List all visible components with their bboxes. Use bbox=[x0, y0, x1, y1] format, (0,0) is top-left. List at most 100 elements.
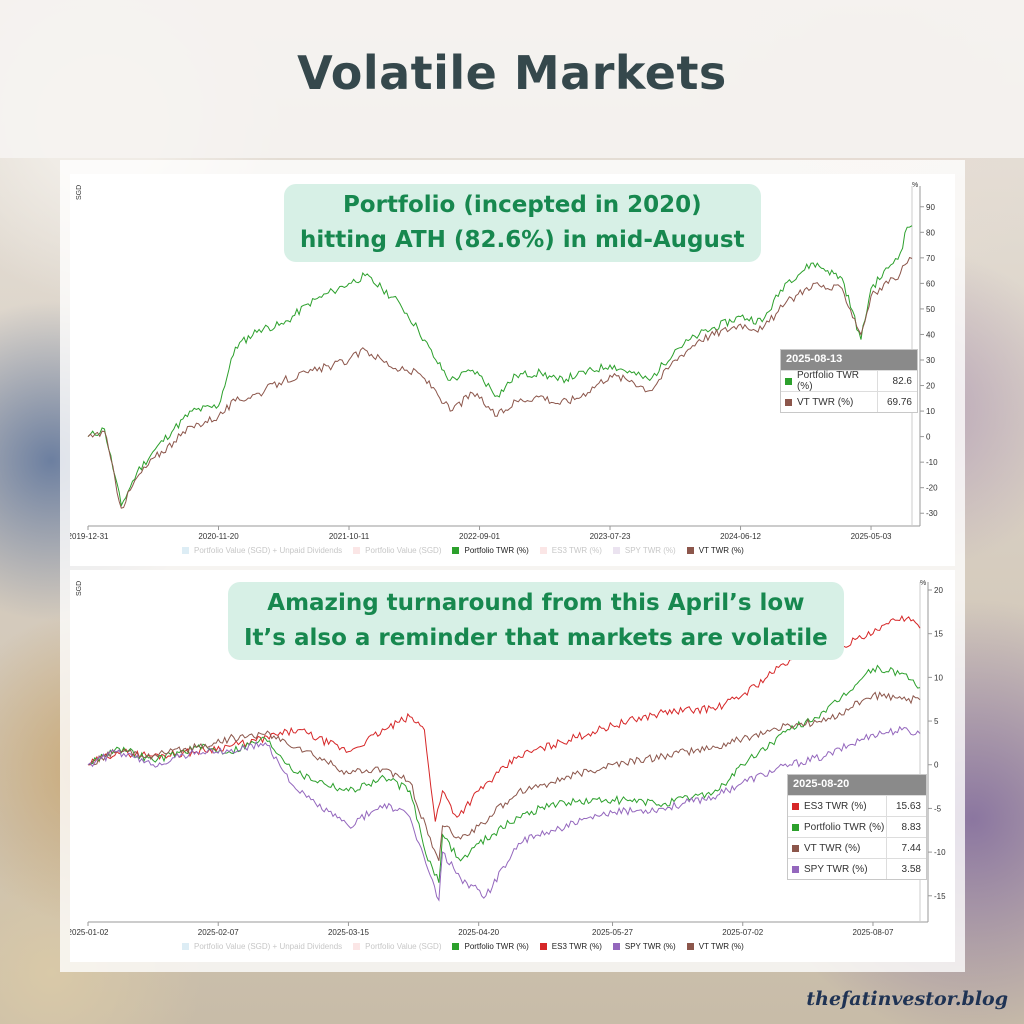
chart-2: -15 -10 -5 0 5 10 15 20 2025-01-02 2025-02-07 2025… bbox=[70, 570, 955, 962]
legend-item[interactable]: SPY TWR (%) bbox=[612, 546, 676, 555]
y-tick-label: -10 bbox=[926, 458, 938, 467]
legend-swatch bbox=[539, 547, 547, 554]
tooltip-series-name: VT TWR (%) bbox=[804, 842, 861, 854]
chart-1-tooltip: 2025-08-13 Portfolio TWR (%) 82.6 VT TWR… bbox=[780, 349, 918, 413]
legend-swatch bbox=[686, 547, 694, 554]
tooltip-series-value: 3.58 bbox=[901, 863, 921, 875]
y-tick-label: 15 bbox=[934, 630, 943, 639]
tooltip-row: Portfolio TWR (%) 8.83 bbox=[788, 816, 926, 837]
charts-panel: -30 -20 -10 0 10 20 30 40 50 60 70 80 90 2019-12-31 20… bbox=[60, 160, 965, 972]
y-tick-label: 80 bbox=[926, 228, 935, 237]
legend-item[interactable]: ES3 TWR (%) bbox=[539, 942, 602, 951]
legend-swatch bbox=[182, 943, 189, 950]
x-tick-label: 2025-05-03 bbox=[851, 532, 892, 541]
series-line-es3 bbox=[87, 615, 921, 822]
tooltip-row: VT TWR (%) 7.44 bbox=[788, 837, 926, 858]
legend-swatch bbox=[182, 547, 189, 554]
legend-label: ES3 TWR (%) bbox=[551, 942, 602, 951]
chart-2-left-unit: SGD bbox=[76, 580, 83, 596]
x-tick-label: 2025-05-27 bbox=[592, 928, 633, 937]
x-tick-label: 2020-11-20 bbox=[198, 532, 239, 541]
chart-1-callout-line-1: Portfolio (incepted in 2020) bbox=[342, 192, 702, 218]
y-tick-label: 90 bbox=[926, 203, 935, 212]
y-tick-label: 10 bbox=[926, 407, 935, 416]
legend-item[interactable]: SPY TWR (%) bbox=[612, 942, 676, 951]
legend-label: SPY TWR (%) bbox=[624, 942, 676, 951]
y-tick-label: 10 bbox=[934, 673, 943, 682]
chart-1-right-unit: % bbox=[912, 182, 919, 189]
series-line-spy bbox=[87, 725, 921, 902]
y-tick-label: -15 bbox=[934, 892, 946, 901]
legend-label: Portfolio TWR (%) bbox=[464, 546, 529, 555]
tooltip-series-name: Portfolio TWR (%) bbox=[796, 370, 860, 392]
tooltip-series-name: SPY TWR (%) bbox=[804, 863, 868, 875]
chart-2-legend: Portfolio Value (SGD) + Unpaid Dividends… bbox=[182, 942, 755, 951]
legend-swatch bbox=[353, 943, 361, 950]
series-line-vt bbox=[87, 256, 913, 509]
chart-2-tooltip: 2025-08-20 ES3 TWR (%) 15.63 Portfolio T… bbox=[787, 774, 927, 880]
y-tick-label: 20 bbox=[934, 586, 943, 595]
y-tick-label: 40 bbox=[926, 330, 935, 339]
x-tick-label: 2019-12-31 bbox=[70, 532, 109, 541]
legend-label: VT TWR (%) bbox=[698, 546, 744, 555]
tooltip-row: VT TWR (%) 69.76 bbox=[781, 391, 917, 412]
blog-watermark: thefatinvestor.blog bbox=[806, 988, 1008, 1010]
chart-2-tooltip-date: 2025-08-20 bbox=[788, 775, 926, 795]
legend-item[interactable]: Portfolio TWR (%) bbox=[452, 546, 529, 555]
y-tick-label: -5 bbox=[934, 804, 942, 813]
tooltip-series-name: Portfolio TWR (%) bbox=[804, 821, 885, 833]
chart-2-callout: Amazing turnaround from this April’s low… bbox=[228, 582, 844, 660]
legend-item[interactable]: Portfolio Value (SGD) + Unpaid Dividends bbox=[182, 546, 342, 555]
page-title: Volatile Markets bbox=[297, 46, 727, 100]
portfolio-swatch bbox=[792, 823, 799, 831]
y-tick-label: 30 bbox=[926, 356, 935, 365]
tooltip-series-value: 8.83 bbox=[901, 821, 921, 833]
x-tick-label: 2025-03-15 bbox=[328, 928, 369, 937]
legend-label: VT TWR (%) bbox=[698, 942, 744, 951]
y-tick-label: 0 bbox=[926, 433, 931, 442]
x-tick-label: 2025-08-07 bbox=[853, 928, 894, 937]
chart-2-callout-line-2: It’s also a reminder that markets are vo… bbox=[244, 625, 828, 651]
legend-swatch bbox=[452, 943, 460, 950]
legend-swatch bbox=[612, 547, 620, 554]
y-tick-label: -10 bbox=[934, 848, 946, 857]
legend-item[interactable]: Portfolio Value (SGD) bbox=[353, 546, 441, 555]
y-tick-label: 0 bbox=[934, 761, 939, 770]
x-tick-label: 2025-04-20 bbox=[458, 928, 499, 937]
legend-item[interactable]: VT TWR (%) bbox=[686, 942, 744, 951]
legend-swatch bbox=[686, 943, 694, 950]
chart-2-right-unit: % bbox=[920, 580, 927, 587]
legend-item[interactable]: VT TWR (%) bbox=[686, 546, 744, 555]
legend-label: Portfolio Value (SGD) bbox=[365, 546, 442, 555]
title-band bbox=[0, 0, 1024, 158]
series-line-vt bbox=[87, 691, 921, 861]
y-tick-label: 5 bbox=[934, 717, 939, 726]
legend-label: SPY TWR (%) bbox=[624, 546, 676, 555]
legend-label: Portfolio Value (SGD) bbox=[365, 942, 442, 951]
vt-swatch bbox=[785, 398, 792, 406]
legend-item[interactable]: ES3 TWR (%) bbox=[539, 546, 602, 555]
chart-2-svg: -15 -10 -5 0 5 10 15 20 2025-01-02 2025-02-07 2025… bbox=[70, 582, 946, 937]
chart-1-legend: Portfolio Value (SGD) + Unpaid Dividends… bbox=[182, 546, 755, 555]
legend-swatch bbox=[539, 943, 547, 950]
legend-item[interactable]: Portfolio Value (SGD) bbox=[353, 942, 441, 951]
y-tick-label: -30 bbox=[926, 509, 938, 518]
x-tick-label: 2025-02-07 bbox=[198, 928, 239, 937]
tooltip-row: SPY TWR (%) 3.58 bbox=[788, 858, 926, 879]
y-tick-label: 50 bbox=[926, 305, 935, 314]
y-tick-label: 60 bbox=[926, 279, 935, 288]
x-tick-label: 2024-06-12 bbox=[720, 532, 761, 541]
tooltip-series-value: 69.76 bbox=[886, 396, 912, 408]
legend-item[interactable]: Portfolio TWR (%) bbox=[452, 942, 529, 951]
tooltip-row: Portfolio TWR (%) 82.6 bbox=[781, 370, 917, 392]
series-line-portfolio bbox=[87, 664, 921, 883]
series-line-portfolio bbox=[87, 225, 913, 508]
legend-label: Portfolio Value (SGD) + Unpaid Dividends bbox=[194, 942, 343, 951]
legend-label: Portfolio TWR (%) bbox=[464, 942, 529, 951]
legend-item[interactable]: Portfolio Value (SGD) + Unpaid Dividends bbox=[182, 942, 342, 951]
legend-swatch bbox=[612, 943, 620, 950]
chart-1-callout: Portfolio (incepted in 2020) hitting ATH… bbox=[284, 184, 761, 262]
legend-swatch bbox=[452, 547, 460, 554]
vt-swatch bbox=[792, 844, 799, 852]
legend-label: ES3 TWR (%) bbox=[551, 546, 602, 555]
